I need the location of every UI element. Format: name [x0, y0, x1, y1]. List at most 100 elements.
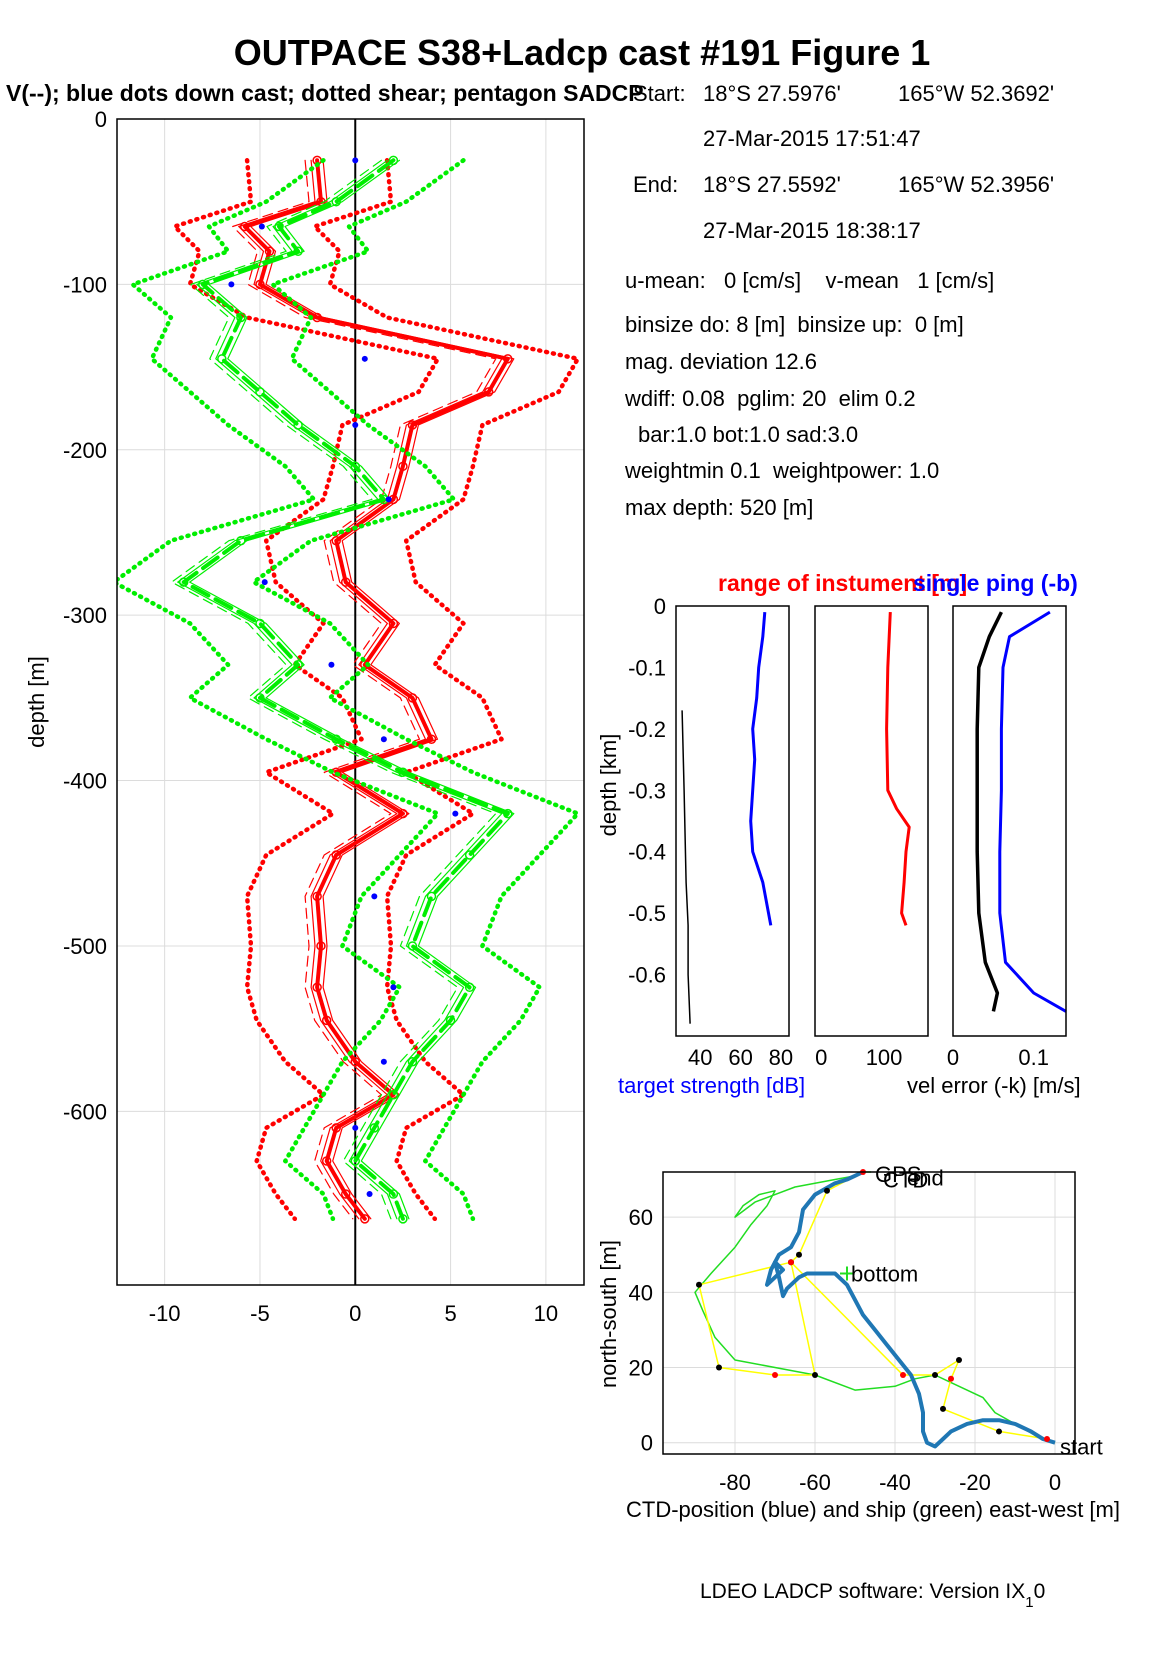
downcast-dot: [371, 893, 378, 900]
series-V-point: [198, 279, 208, 290]
instrument-range-frame: [814, 605, 929, 1037]
position-marker: [956, 1357, 962, 1363]
position-tick-y: 60: [629, 1205, 653, 1230]
downcast-dot: [261, 579, 268, 586]
panel-1-tick-x: 80: [769, 1045, 793, 1070]
target-strength-series: [681, 611, 773, 1024]
bottom-annotation: bottom: [851, 1262, 918, 1287]
series-V-line: [181, 158, 510, 1221]
series-U-point: [239, 221, 250, 232]
panel-1-tick-y: -0.5: [628, 901, 666, 926]
series-V-point: [274, 221, 284, 232]
target-strength-panel: 40 60 80 0 -0.1 -0.2 -0.3 -0.4 -0.5 -0.6: [628, 594, 793, 1070]
series-V-point: [398, 767, 408, 778]
series-V-profile-a: [177, 159, 503, 1220]
panel-1-series-1: [681, 710, 691, 1024]
cast-info: Start: 18°S 27.5976' 165°W 52.3692' 27-M…: [624, 81, 1054, 520]
panel-3-series-0: [975, 611, 1003, 1012]
series-V-point: [350, 461, 361, 472]
position-series: [694, 1169, 1056, 1449]
series-V-point: [255, 693, 265, 703]
velocity-tick-y: -100: [63, 272, 107, 297]
downcast-dot: [352, 1124, 359, 1131]
downcast-dot: [352, 421, 359, 428]
gps-annotation: GPS: [875, 1162, 921, 1187]
start-latitude: 18°S 27.5976': [703, 81, 841, 106]
position-marker: [716, 1364, 722, 1371]
instrument-range-ticks: 0 100: [815, 1045, 902, 1070]
depth-km-label: depth [km]: [596, 734, 621, 837]
software-version-main: LDEO LADCP software: Version IX: [700, 1580, 1025, 1603]
max-depth: max depth: 520 [m]: [625, 495, 813, 520]
velocity-tick-x: -5: [250, 1301, 270, 1326]
instrument-range-title: range of instument [m]: [718, 570, 967, 596]
single-ping-title: single ping (-b): [913, 570, 1078, 596]
velocity-tick-x: -10: [149, 1301, 181, 1326]
series-U-point: [340, 1189, 351, 1199]
end-label: End:: [633, 172, 678, 197]
binsize: binsize do: 8 [m] binsize up: 0 [m]: [625, 312, 964, 337]
velocity-tick-x: 10: [534, 1301, 558, 1326]
series-U-dashed: [232, 159, 497, 1220]
panel-3-tick-x: 0: [947, 1045, 959, 1070]
position-marker: [788, 1259, 794, 1266]
position-frame: [662, 1171, 1076, 1455]
instrument-range-panel: 0 100: [814, 605, 929, 1070]
velocity-tick-y: 0: [95, 107, 107, 132]
downcast-dot: [258, 223, 265, 230]
series-V-point: [503, 808, 513, 819]
downcast-dot: [385, 496, 392, 503]
position-marker: [940, 1405, 946, 1412]
series-V-point: [236, 535, 246, 546]
series-U-point: [331, 850, 341, 860]
velocity-tick-y: -500: [63, 934, 107, 959]
series-V-point: [388, 1090, 399, 1100]
series-U-point: [407, 420, 418, 430]
series-U-point: [331, 535, 341, 546]
software-version: LDEO LADCP software: Version IX10: [700, 1580, 1045, 1611]
panel-1-tick-y: -0.2: [628, 717, 666, 742]
velocity-error-frame: [952, 605, 1067, 1037]
figure-title: OUTPACE S38+Ladcp cast #191 Figure 1: [234, 32, 931, 73]
panel-3-series-1: [998, 610, 1067, 1013]
series-V-point: [464, 850, 475, 860]
series-V-profile-b: [189, 159, 515, 1220]
series-U-point: [312, 891, 322, 902]
series-U-point: [312, 982, 322, 993]
position-marker: [796, 1251, 802, 1258]
panel-2-series-0: [885, 612, 911, 926]
position-series-2: [698, 1171, 1048, 1440]
series-U-point: [407, 693, 418, 703]
series-V-point: [426, 891, 437, 902]
series-U-point: [321, 1156, 332, 1166]
series-V-point: [445, 1015, 456, 1026]
software-version-end: 0: [1034, 1580, 1046, 1603]
instrument-range-series: [885, 612, 911, 926]
ctd-annotation: CTD: [883, 1168, 928, 1193]
position-marker: [948, 1375, 954, 1382]
series-V-point: [236, 312, 246, 323]
velocity-error-label: vel error (-k) [m/s]: [907, 1073, 1081, 1098]
downcast-dot: [361, 355, 368, 362]
position-tick-y: 20: [629, 1356, 653, 1381]
panel-2-tick-x: 100: [866, 1045, 903, 1070]
series-U-point: [398, 808, 408, 819]
wdiff-settings: wdiff: 0.08 pglim: 20 elim 0.2: [624, 386, 916, 411]
series-U-point: [255, 279, 265, 290]
downcast-dot: [352, 157, 359, 164]
series-V-point: [293, 420, 303, 430]
constraint-weights: bar:1.0 bot:1.0 sad:3.0: [638, 422, 858, 447]
velocity-plot-background: [117, 119, 584, 1285]
position-marker: [900, 1372, 906, 1379]
series-V-point: [331, 196, 341, 207]
downcast-dot: [380, 736, 387, 743]
position-tick-y: 40: [629, 1280, 653, 1305]
depth-axis-label: depth [m]: [24, 656, 49, 748]
series-U-point: [331, 1123, 341, 1133]
series-V-point: [350, 1156, 361, 1166]
position-tick-x: -80: [719, 1470, 751, 1495]
series-U-point: [388, 618, 399, 629]
series-U-point: [264, 246, 275, 257]
